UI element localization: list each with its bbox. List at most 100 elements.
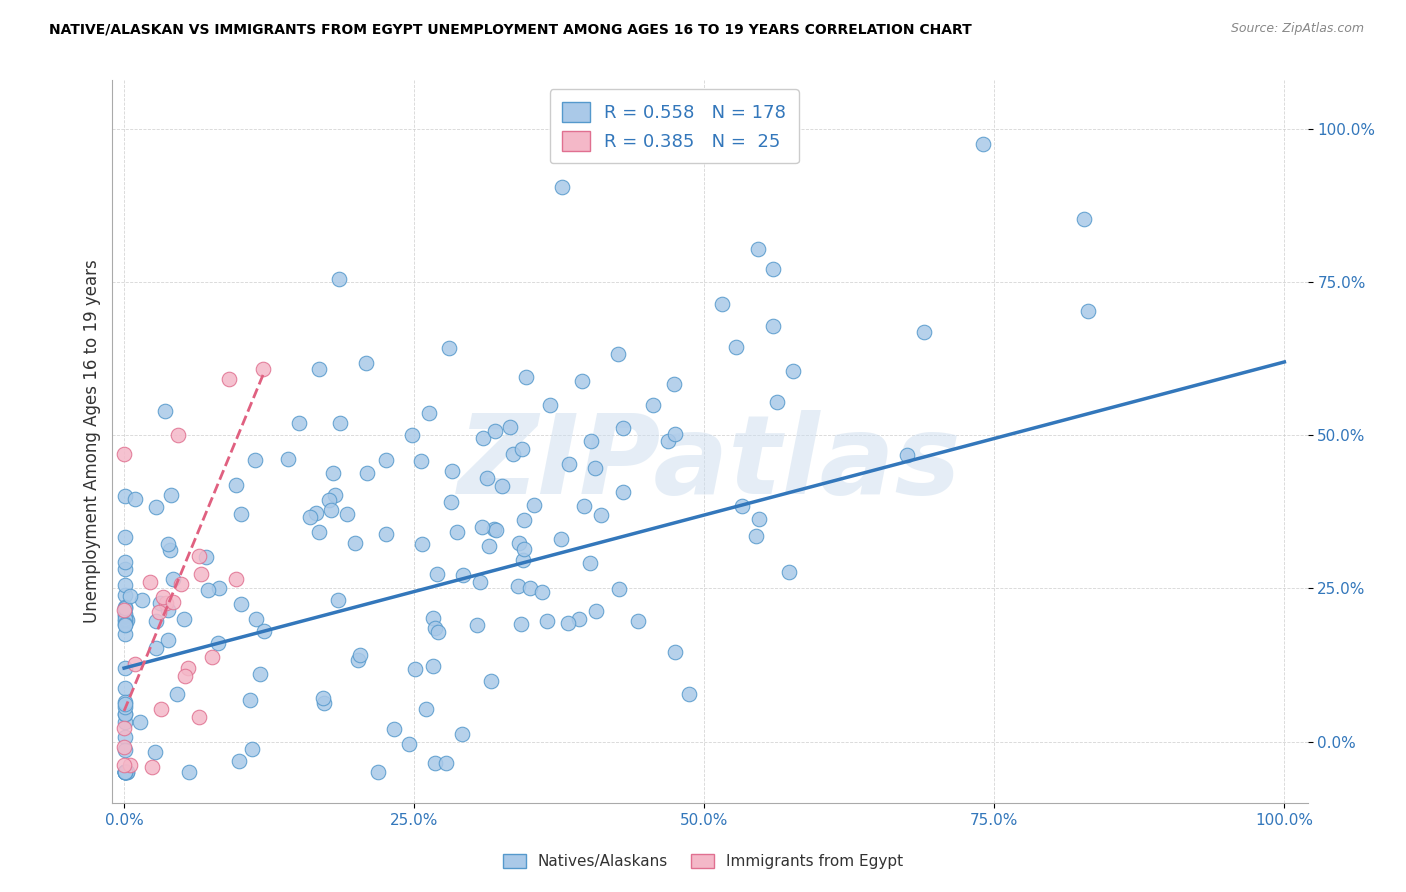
- Point: [434, 756, 457, 771]
- Point: [114, 599, 136, 614]
- Point: [318, 492, 340, 507]
- Text: NATIVE/ALASKAN VS IMMIGRANTS FROM EGYPT UNEMPLOYMENT AMONG AGES 16 TO 19 YEARS C: NATIVE/ALASKAN VS IMMIGRANTS FROM EGYPT …: [49, 22, 972, 37]
- Point: [513, 541, 536, 556]
- Point: [229, 507, 252, 521]
- Point: [664, 645, 686, 659]
- Point: [177, 661, 200, 675]
- Point: [131, 593, 153, 607]
- Point: [148, 605, 170, 619]
- Point: [472, 431, 495, 445]
- Point: [124, 491, 146, 506]
- Point: [747, 242, 769, 256]
- Point: [440, 465, 463, 479]
- Point: [471, 520, 494, 534]
- Point: [145, 640, 167, 655]
- Point: [150, 702, 173, 716]
- Point: [322, 466, 344, 480]
- Point: [114, 618, 136, 632]
- Point: [557, 457, 579, 471]
- Point: [762, 262, 785, 277]
- Point: [170, 576, 193, 591]
- Point: [508, 579, 530, 593]
- Point: [190, 567, 212, 582]
- Point: [451, 727, 474, 741]
- Point: [114, 765, 136, 780]
- Point: [277, 452, 299, 467]
- Point: [778, 565, 800, 579]
- Point: [762, 319, 785, 334]
- Point: [114, 742, 136, 756]
- Point: [657, 434, 679, 448]
- Point: [207, 581, 229, 595]
- Point: [557, 615, 579, 630]
- Y-axis label: Unemployment Among Ages 16 to 19 years: Unemployment Among Ages 16 to 19 years: [83, 260, 101, 624]
- Point: [114, 612, 136, 626]
- Point: [896, 448, 918, 462]
- Point: [551, 179, 574, 194]
- Point: [349, 648, 371, 662]
- Point: [426, 566, 449, 581]
- Point: [253, 624, 276, 638]
- Point: [114, 706, 136, 721]
- Point: [1073, 212, 1095, 227]
- Point: [468, 574, 491, 589]
- Point: [228, 754, 250, 768]
- Point: [662, 377, 685, 392]
- Point: [114, 699, 136, 714]
- Point: [157, 537, 180, 551]
- Point: [479, 673, 502, 688]
- Point: [114, 714, 136, 729]
- Point: [356, 466, 378, 480]
- Point: [114, 706, 136, 721]
- Point: [491, 479, 513, 493]
- Point: [160, 488, 183, 502]
- Point: [411, 537, 433, 551]
- Point: [484, 424, 506, 438]
- Point: [536, 615, 558, 629]
- Point: [426, 625, 449, 640]
- Point: [328, 272, 350, 286]
- Point: [531, 585, 554, 599]
- Point: [319, 503, 342, 517]
- Point: [627, 614, 650, 628]
- Point: [440, 494, 463, 508]
- Point: [523, 498, 546, 512]
- Point: [114, 614, 136, 628]
- Point: [114, 695, 136, 709]
- Point: [114, 531, 136, 545]
- Point: [612, 421, 634, 435]
- Point: [550, 532, 572, 546]
- Point: [515, 369, 537, 384]
- Point: [423, 756, 446, 770]
- Point: [422, 610, 444, 624]
- Point: [162, 595, 184, 609]
- Point: [508, 535, 530, 549]
- Point: [114, 765, 136, 780]
- Point: [187, 710, 209, 724]
- Point: [375, 453, 398, 467]
- Point: [115, 765, 138, 780]
- Point: [245, 611, 267, 625]
- Point: [344, 536, 367, 550]
- Point: [149, 597, 172, 611]
- Point: [141, 760, 163, 774]
- Point: [153, 403, 176, 417]
- Point: [782, 364, 804, 378]
- Point: [114, 616, 136, 631]
- Point: [308, 524, 330, 539]
- Point: [229, 598, 252, 612]
- Point: [115, 765, 138, 780]
- Point: [112, 721, 135, 735]
- Text: ZIPatlas: ZIPatlas: [458, 409, 962, 516]
- Point: [423, 621, 446, 635]
- Point: [117, 613, 139, 627]
- Point: [179, 765, 201, 780]
- Point: [513, 513, 536, 527]
- Point: [439, 341, 461, 355]
- Point: [195, 549, 218, 564]
- Point: [972, 136, 994, 151]
- Point: [159, 543, 181, 558]
- Point: [678, 687, 700, 701]
- Point: [245, 453, 267, 467]
- Point: [451, 568, 474, 582]
